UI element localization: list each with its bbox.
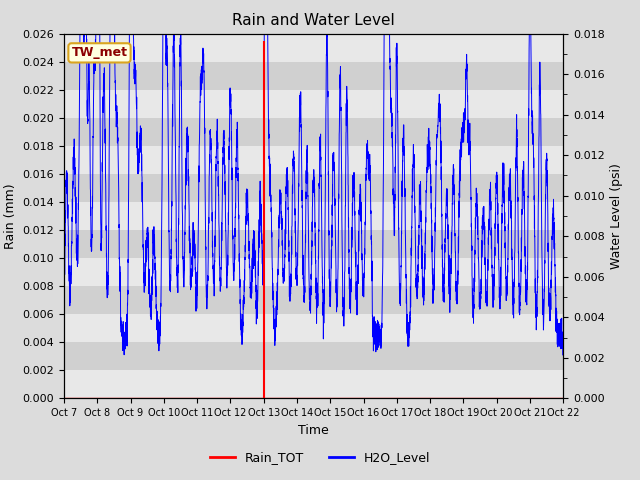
Text: TW_met: TW_met (72, 47, 127, 60)
X-axis label: Time: Time (298, 424, 329, 437)
Bar (64, 61, 563, 90)
Bar (64, 230, 563, 258)
Bar (64, 34, 563, 61)
Bar (64, 286, 563, 314)
Y-axis label: Water Level (psi): Water Level (psi) (610, 163, 623, 269)
Title: Rain and Water Level: Rain and Water Level (232, 13, 395, 28)
Bar (64, 342, 563, 371)
Bar (64, 258, 563, 286)
Bar (64, 174, 563, 202)
Bar (64, 118, 563, 146)
Bar (64, 202, 563, 230)
Legend: Rain_TOT, H2O_Level: Rain_TOT, H2O_Level (205, 446, 435, 469)
Bar (64, 146, 563, 174)
Bar (64, 90, 563, 118)
Bar (64, 371, 563, 398)
Y-axis label: Rain (mm): Rain (mm) (4, 183, 17, 249)
Bar (64, 314, 563, 342)
